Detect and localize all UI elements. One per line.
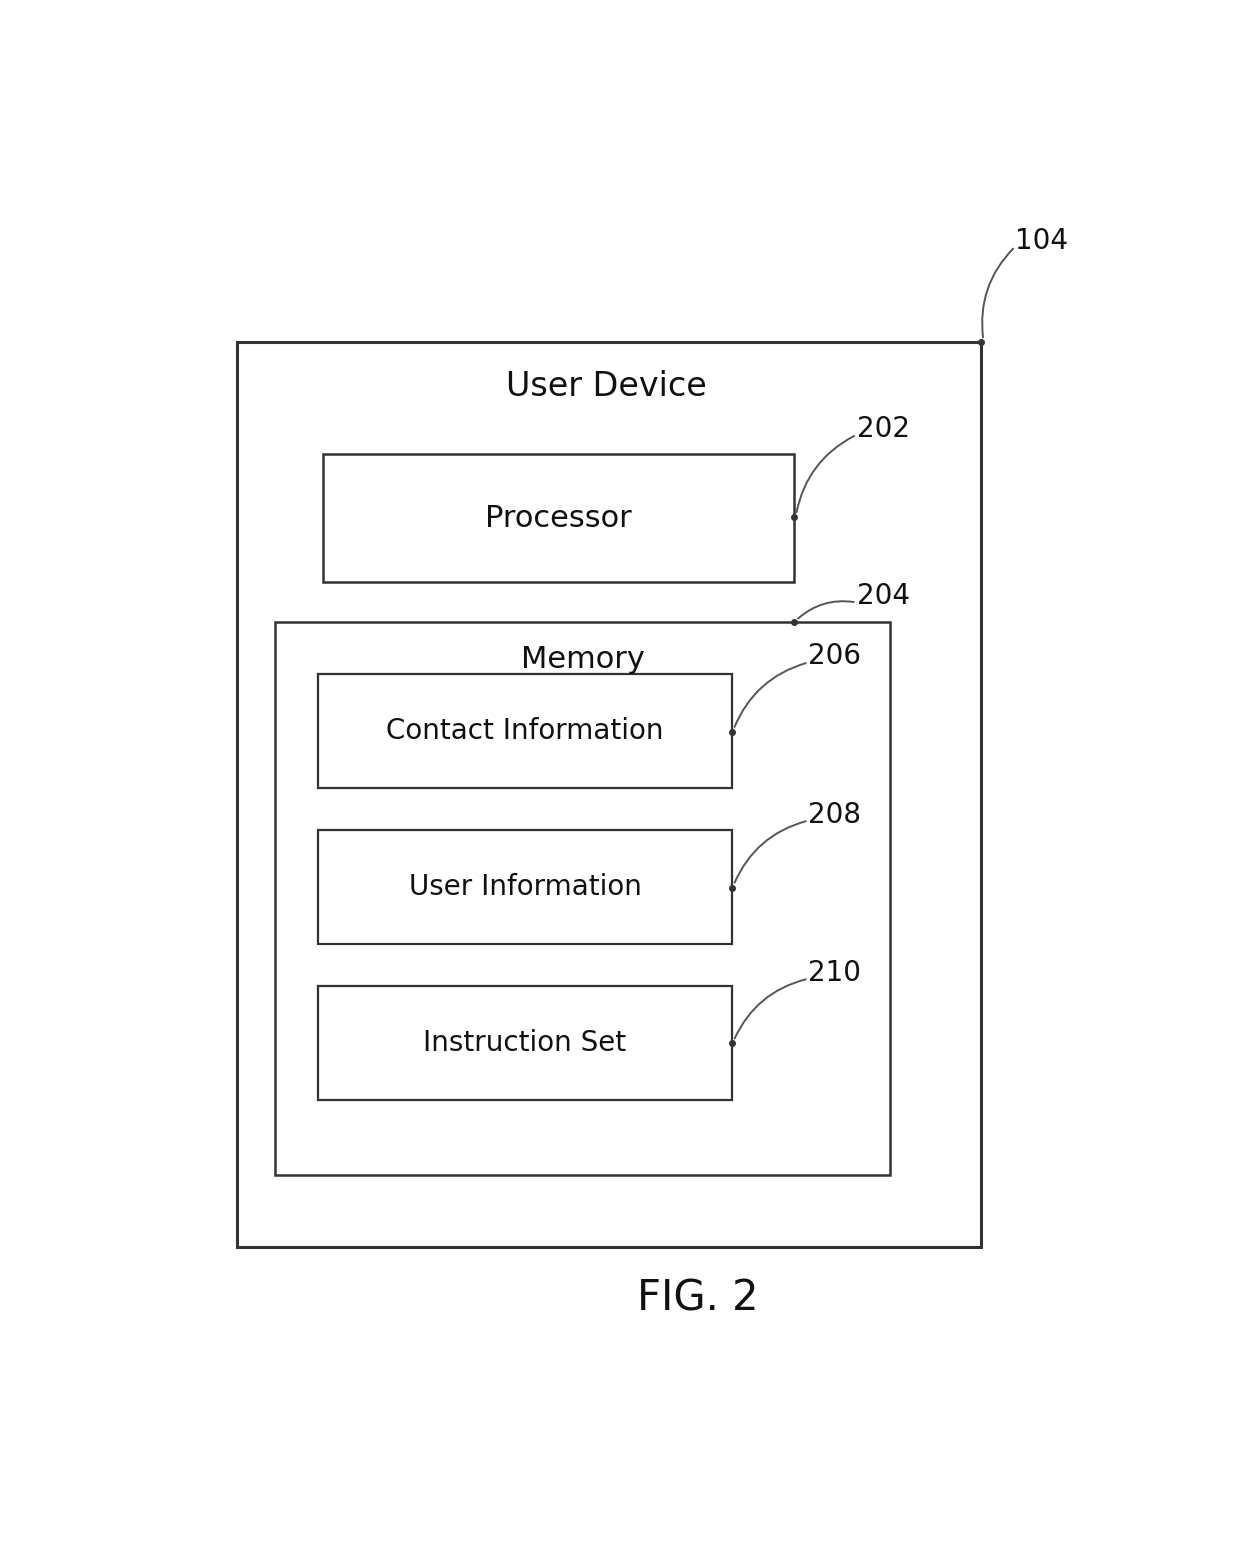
Bar: [319, 987, 732, 1100]
Text: Processor: Processor: [485, 504, 632, 532]
FancyArrowPatch shape: [799, 601, 854, 619]
Text: Instruction Set: Instruction Set: [423, 1029, 626, 1057]
Bar: [275, 622, 890, 1175]
Text: Contact Information: Contact Information: [386, 717, 663, 745]
Text: FIG. 2: FIG. 2: [637, 1277, 759, 1319]
FancyArrowPatch shape: [734, 979, 806, 1038]
Text: 104: 104: [1016, 227, 1068, 255]
FancyArrowPatch shape: [796, 436, 854, 512]
Text: User Information: User Information: [408, 873, 641, 901]
Bar: [324, 454, 794, 582]
Text: 208: 208: [808, 800, 862, 828]
Bar: [237, 342, 982, 1246]
Text: 206: 206: [808, 643, 862, 671]
Text: Memory: Memory: [521, 646, 645, 674]
FancyArrowPatch shape: [982, 249, 1013, 338]
Text: User Device: User Device: [506, 370, 707, 403]
Bar: [319, 674, 732, 789]
Bar: [319, 829, 732, 944]
Text: 202: 202: [857, 415, 909, 443]
FancyArrowPatch shape: [734, 822, 806, 882]
Text: 210: 210: [808, 958, 862, 987]
FancyArrowPatch shape: [734, 663, 806, 727]
Text: 204: 204: [857, 582, 909, 610]
